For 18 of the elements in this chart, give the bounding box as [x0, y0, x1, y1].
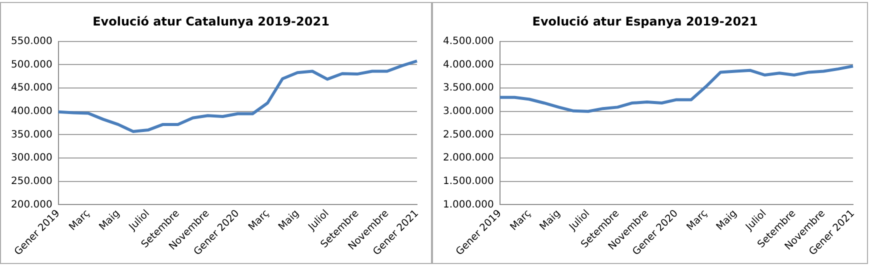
- y-tick-label: 500.000: [10, 59, 52, 70]
- y-tick-label: 1.500.000: [442, 176, 494, 187]
- chart-title: Evolució atur Catalunya 2019-2021: [92, 14, 330, 28]
- y-tick-label: 450.000: [10, 82, 52, 94]
- chart-title: Evolució atur Espanya 2019-2021: [532, 14, 758, 28]
- y-tick-label: 400.000: [10, 106, 52, 117]
- y-tick-label: 3.000.000: [442, 106, 494, 117]
- y-tick-label: 200.000: [10, 199, 52, 210]
- y-tick-label: 4.500.000: [442, 36, 494, 47]
- y-tick-label: 2.000.000: [442, 152, 494, 164]
- y-tick-label: 350.000: [10, 129, 52, 140]
- y-tick-label: 250.000: [10, 176, 52, 187]
- y-tick-label: 1.000.000: [442, 199, 494, 210]
- y-tick-label: 3.500.000: [442, 82, 494, 94]
- y-tick-label: 300.000: [10, 152, 52, 164]
- y-tick-label: 4.000.000: [442, 59, 494, 70]
- y-tick-label: 2.500.000: [442, 129, 494, 140]
- y-tick-label: 550.000: [10, 36, 52, 47]
